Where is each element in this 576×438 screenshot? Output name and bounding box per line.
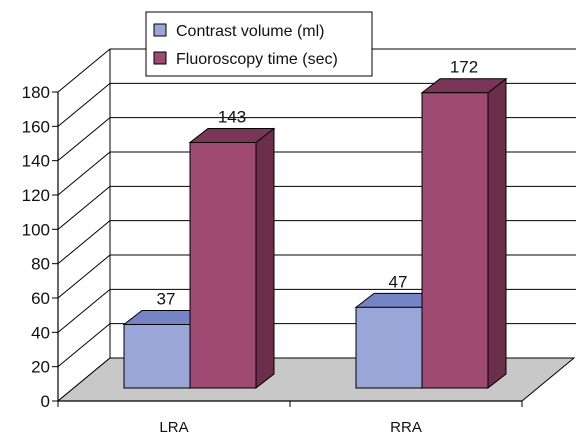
legend-swatch	[153, 23, 167, 37]
data-label: 143	[218, 108, 246, 127]
bar	[421, 92, 489, 389]
bar-layer	[122, 77, 508, 390]
y-tick-label: 160	[22, 117, 50, 136]
gridline-side	[57, 288, 111, 333]
legend-label: Fluoroscopy time (sec)	[176, 51, 338, 68]
legend-swatch	[153, 51, 167, 65]
gridline-side	[57, 185, 111, 230]
gridline-side	[57, 220, 111, 265]
y-tick-label: 0	[41, 392, 50, 411]
y-tick-label: 100	[22, 220, 50, 239]
gridline-side	[57, 117, 111, 162]
bar-side	[487, 77, 507, 390]
gridline-side	[57, 48, 111, 93]
x-tick-label: LRA	[159, 419, 188, 436]
data-label: 37	[157, 289, 176, 308]
y-tick-label: 180	[22, 83, 50, 102]
y-tick-label: 140	[22, 152, 50, 171]
gridline-side	[57, 254, 111, 299]
gridline-side	[57, 323, 111, 368]
bar	[355, 306, 423, 389]
y-tick-label: 20	[31, 358, 50, 377]
axis-layer: 0 20 40 60 80 100 120 140 160 180 LRA RRA	[22, 83, 523, 436]
bar	[189, 142, 257, 389]
gridline-side	[57, 151, 111, 196]
y-tick-label: 60	[31, 289, 50, 308]
bar	[123, 323, 191, 389]
gridline-side	[57, 82, 111, 127]
y-tick-label: 80	[31, 255, 50, 274]
legend-box	[145, 11, 373, 77]
x-tick-label: RRA	[390, 419, 422, 436]
y-tick-label: 120	[22, 186, 50, 205]
data-label: 172	[450, 58, 478, 77]
data-label: 47	[389, 272, 408, 291]
y-tick-label: 40	[31, 323, 50, 342]
legend-label: Contrast volume (ml)	[176, 23, 324, 40]
label-layer: 37 143 47 172	[157, 58, 479, 309]
legend: Contrast volume (ml) Fluoroscopy time (se…	[145, 11, 373, 77]
bar-side	[255, 127, 275, 390]
